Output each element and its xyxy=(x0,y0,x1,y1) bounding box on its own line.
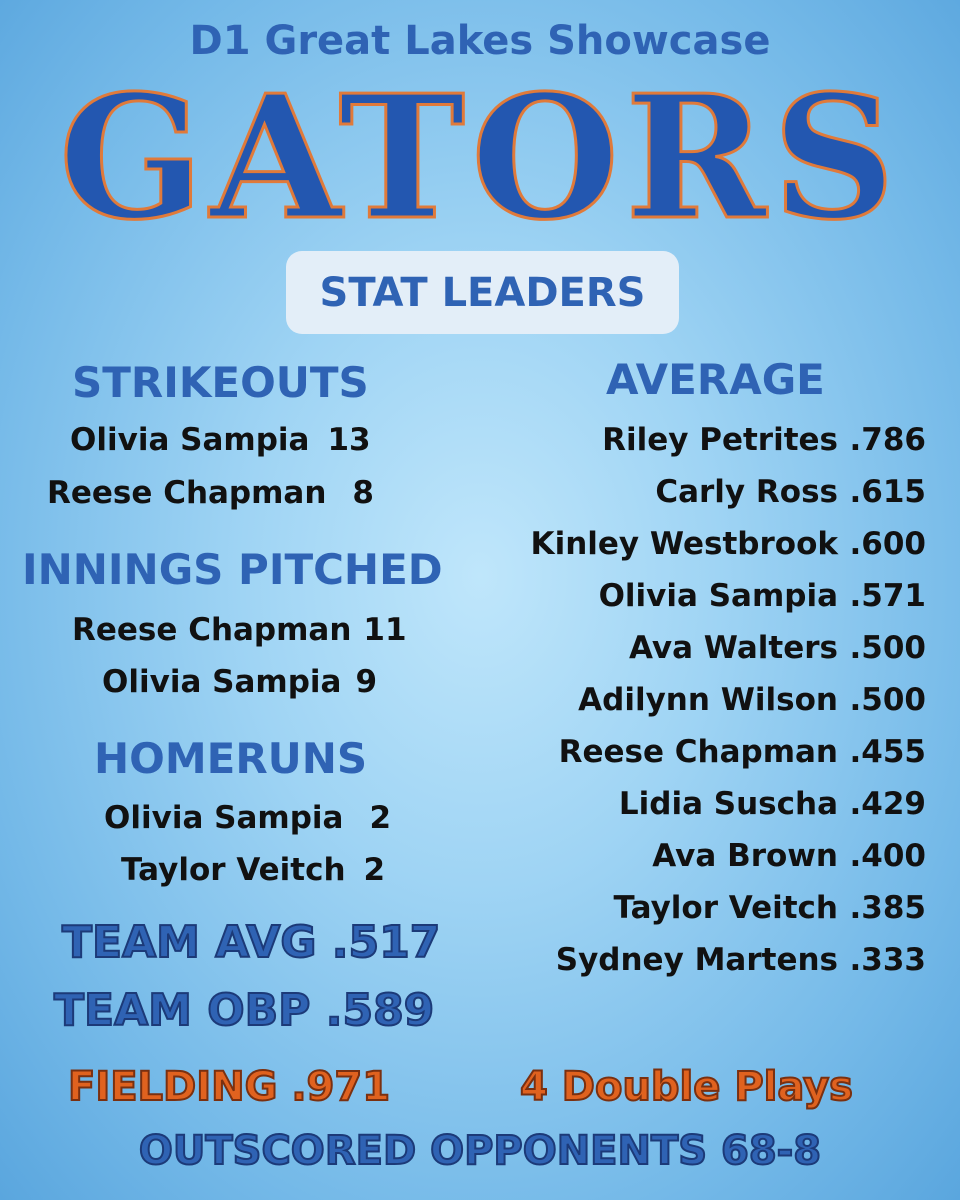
stat-value: .500 xyxy=(849,630,927,666)
double-plays-stat: 4 Double Plays xyxy=(519,1063,854,1111)
player-name: Ava Brown xyxy=(652,838,838,874)
average-row: Reese Chapman .455 xyxy=(559,734,926,770)
innings-heading: INNINGS PITCHED xyxy=(22,545,443,594)
outscored-stat: OUTSCORED OPPONENTS 68-8 xyxy=(138,1127,822,1175)
homeruns-row: Olivia Sampia 2 xyxy=(104,800,391,836)
average-row: Ava Walters .500 xyxy=(629,630,926,666)
player-name: Adilynn Wilson xyxy=(578,682,838,718)
stat-value: 2 xyxy=(363,852,386,888)
strikeouts-heading: STRIKEOUTS xyxy=(72,358,369,407)
average-row: Sydney Martens .333 xyxy=(556,942,926,978)
player-name: Riley Petrites xyxy=(602,422,838,458)
stat-value: .333 xyxy=(849,942,927,978)
homeruns-row: Taylor Veitch 2 xyxy=(121,852,385,888)
player-name: Sydney Martens xyxy=(555,942,838,978)
showcase-title: D1 Great Lakes Showcase xyxy=(189,18,771,64)
player-name: Ava Walters xyxy=(628,630,838,666)
stat-value: .385 xyxy=(849,890,927,926)
innings-row: Olivia Sampia 9 xyxy=(102,664,377,700)
stat-value: .500 xyxy=(849,682,927,718)
team-obp: TEAM OBP .589 xyxy=(53,984,435,1037)
fielding-stat: FIELDING .971 xyxy=(67,1063,391,1111)
stat-leaders-badge: STAT LEADERS xyxy=(286,251,679,334)
stat-value: .429 xyxy=(849,786,927,822)
player-name: Reese Chapman xyxy=(72,612,352,648)
innings-row: Reese Chapman 11 xyxy=(72,612,407,648)
strikeouts-row: Olivia Sampia 13 xyxy=(70,422,371,458)
player-name: Reese Chapman xyxy=(47,475,327,511)
average-row: Adilynn Wilson .500 xyxy=(578,682,926,718)
stat-value: 9 xyxy=(355,664,378,700)
average-row: Kinley Westbrook .600 xyxy=(531,526,926,562)
player-name: Taylor Veitch xyxy=(121,852,346,888)
player-name: Olivia Sampia xyxy=(104,800,344,836)
average-row: Carly Ross .615 xyxy=(655,474,926,510)
average-row: Lidia Suscha .429 xyxy=(619,786,926,822)
stat-value: .455 xyxy=(849,734,927,770)
player-name: Lidia Suscha xyxy=(618,786,838,822)
average-row: Riley Petrites .786 xyxy=(602,422,926,458)
stat-value: 13 xyxy=(327,422,371,458)
stat-value: .400 xyxy=(849,838,927,874)
stat-value: 8 xyxy=(352,475,374,511)
player-name: Reese Chapman xyxy=(558,734,838,770)
player-name: Taylor Veitch xyxy=(613,890,838,926)
stat-value: 2 xyxy=(369,800,392,836)
team-name: GATORS xyxy=(57,58,902,258)
player-name: Olivia Sampia xyxy=(598,578,838,614)
team-avg: TEAM AVG .517 xyxy=(61,916,441,969)
average-heading: AVERAGE xyxy=(606,355,825,404)
homeruns-heading: HOMERUNS xyxy=(94,734,368,783)
player-name: Carly Ross xyxy=(655,474,838,510)
strikeouts-row: Reese Chapman 8 xyxy=(47,475,374,511)
stat-value: .571 xyxy=(849,578,927,614)
player-name: Kinley Westbrook xyxy=(530,526,838,562)
player-name: Olivia Sampia xyxy=(70,422,310,458)
stat-value: .600 xyxy=(849,526,927,562)
player-name: Olivia Sampia xyxy=(102,664,342,700)
stat-leaders-label: STAT LEADERS xyxy=(319,269,646,316)
average-row: Ava Brown .400 xyxy=(652,838,926,874)
stat-value: .786 xyxy=(849,422,927,458)
stat-value: .615 xyxy=(849,474,927,510)
average-row: Olivia Sampia .571 xyxy=(599,578,926,614)
average-row: Taylor Veitch .385 xyxy=(613,890,926,926)
stat-value: 11 xyxy=(363,612,407,648)
